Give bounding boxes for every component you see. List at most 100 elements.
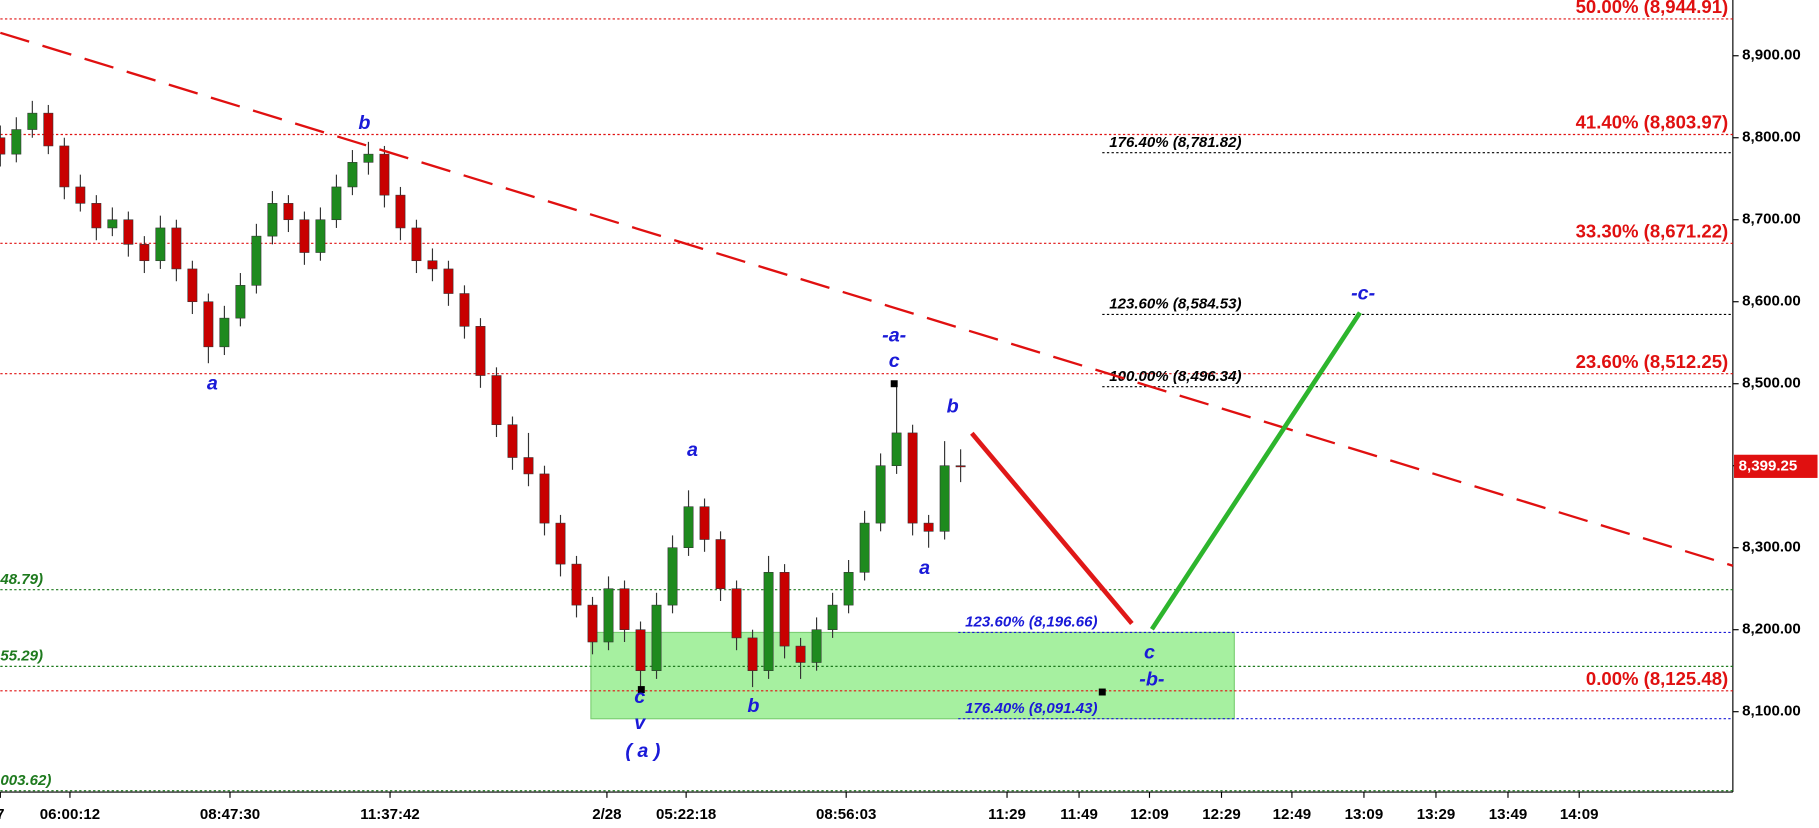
x-tick-label: 12:29 — [1202, 806, 1241, 823]
marker — [890, 380, 898, 388]
candle-body — [299, 219, 310, 253]
target-zone — [590, 631, 1235, 720]
candle-body — [491, 375, 502, 426]
wave-label: c — [1144, 642, 1155, 664]
x-tick-label: 05:22:18 — [656, 806, 716, 823]
level-label: 123.60% (8,584.53) — [1109, 296, 1241, 313]
level-label: 176.40% (8,091.43) — [965, 700, 1097, 717]
wave-label: ( a ) — [625, 740, 660, 762]
candle-body — [11, 129, 22, 155]
candle-body — [955, 465, 966, 468]
marker — [1098, 688, 1106, 696]
candle-body — [155, 227, 166, 262]
candle-body — [443, 268, 454, 294]
x-tick-label: 12:49 — [1273, 806, 1312, 823]
candle-body — [795, 645, 806, 663]
wave-label: b — [747, 695, 759, 717]
x-tick-label: 13:09 — [1345, 806, 1384, 823]
candle-body — [587, 604, 598, 643]
candle-body — [91, 203, 102, 229]
level-label: 0.00% (8,125.48) — [1586, 668, 1728, 689]
last-price-box — [1734, 454, 1818, 478]
candle-body — [619, 588, 630, 630]
candle-body — [683, 506, 694, 549]
candle-body — [699, 506, 710, 540]
candle-body — [651, 604, 662, 671]
wave-label: a — [687, 439, 698, 461]
candle-body — [43, 112, 54, 147]
y-tick-label: 8,500.00 — [1742, 375, 1801, 392]
candle-body — [331, 186, 342, 221]
x-tick-label: 11:49 — [1060, 806, 1098, 823]
x-tick-label: 08:56:03 — [816, 806, 876, 823]
level-label: 41.40% (8,803.97) — [1576, 112, 1729, 133]
candle-body — [0, 137, 6, 155]
x-tick-label: 7 — [0, 806, 5, 823]
x-tick-label: 08:47:30 — [200, 806, 260, 823]
candle-body — [187, 268, 198, 303]
candle-body — [427, 260, 438, 270]
projection-line — [1149, 311, 1362, 631]
candle-body — [891, 432, 902, 467]
candle-body — [347, 162, 358, 188]
candle-body — [747, 637, 758, 671]
candle-body — [75, 186, 86, 204]
candle-body — [27, 112, 38, 130]
candle-body — [123, 219, 134, 245]
candle-body — [843, 572, 854, 606]
wave-label: b — [358, 112, 370, 134]
level-label: 23.60% (8,512.25) — [1576, 351, 1729, 372]
marker — [637, 686, 645, 694]
candle-body — [859, 522, 870, 573]
candle-body — [779, 572, 790, 647]
y-tick-label: 8,900.00 — [1742, 47, 1801, 64]
candle-body — [475, 326, 486, 376]
x-tick-label: 2/28 — [592, 806, 621, 823]
candle-body — [139, 244, 150, 262]
candle-body — [827, 604, 838, 630]
candle-body — [715, 539, 726, 589]
level-label: 123.60% (8,196.66) — [965, 614, 1097, 631]
candle-body — [603, 588, 614, 643]
candle-body — [411, 227, 422, 262]
x-tick-label: 13:49 — [1489, 806, 1528, 823]
level-label: 50.00% (8,944.91) — [1576, 0, 1729, 17]
x-tick-label: 06:00:12 — [40, 806, 100, 823]
level-label: 48.79) — [0, 571, 43, 588]
candle-body — [907, 432, 918, 524]
wave-label: -a- — [882, 324, 906, 346]
candle-body — [923, 522, 934, 532]
wave-label: a — [207, 373, 218, 395]
candle-body — [731, 588, 742, 639]
candle-body — [395, 194, 406, 229]
wave-label: c — [889, 350, 900, 372]
last-price-label: 8,399.25 — [1739, 457, 1798, 474]
level-label: 003.62) — [0, 772, 51, 789]
wave-label: c — [634, 686, 645, 708]
wave-label: -b- — [1139, 669, 1164, 691]
x-tick-label: 14:09 — [1560, 806, 1599, 823]
candle-body — [235, 285, 246, 319]
candle-body — [59, 145, 70, 188]
y-tick-label: 8,700.00 — [1742, 211, 1801, 228]
candle-body — [379, 153, 390, 196]
candle-body — [171, 227, 182, 270]
candle-body — [667, 547, 678, 606]
level-label: 33.30% (8,671.22) — [1576, 221, 1729, 242]
y-tick-label: 8,800.00 — [1742, 129, 1801, 146]
trendline — [0, 31, 1734, 567]
x-tick-label: 13:29 — [1417, 806, 1456, 823]
y-tick-label: 8,600.00 — [1742, 293, 1801, 310]
candle-body — [107, 219, 118, 229]
wave-label: b — [947, 396, 959, 418]
y-tick-label: 8,300.00 — [1742, 539, 1801, 556]
candle-body — [811, 629, 822, 663]
candle-body — [523, 457, 534, 475]
x-tick-label: 11:29 — [988, 806, 1026, 823]
candle-body — [939, 465, 950, 532]
candle-body — [251, 235, 262, 286]
candle-body — [539, 473, 550, 524]
candle-body — [203, 301, 214, 348]
